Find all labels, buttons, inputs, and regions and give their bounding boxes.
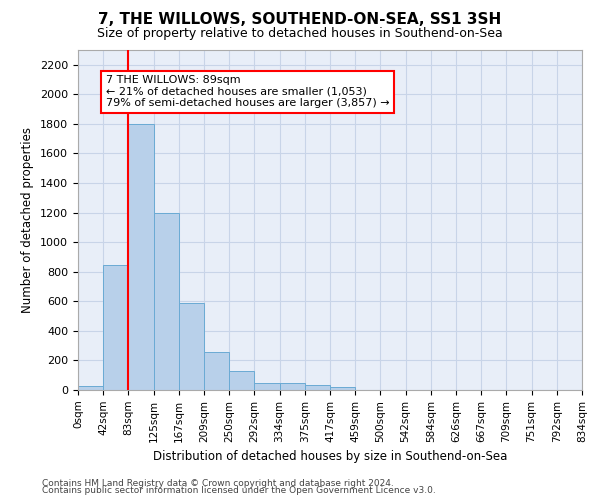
Bar bbox=[204, 352, 229, 390]
Bar bbox=[305, 386, 330, 390]
Bar bbox=[280, 384, 305, 390]
Y-axis label: Number of detached properties: Number of detached properties bbox=[22, 127, 34, 313]
Bar bbox=[103, 265, 128, 390]
Bar bbox=[78, 386, 103, 390]
Bar bbox=[330, 388, 355, 390]
Text: Contains public sector information licensed under the Open Government Licence v3: Contains public sector information licen… bbox=[42, 486, 436, 495]
Text: Contains HM Land Registry data © Crown copyright and database right 2024.: Contains HM Land Registry data © Crown c… bbox=[42, 478, 394, 488]
Text: 7, THE WILLOWS, SOUTHEND-ON-SEA, SS1 3SH: 7, THE WILLOWS, SOUTHEND-ON-SEA, SS1 3SH bbox=[98, 12, 502, 28]
Text: Size of property relative to detached houses in Southend-on-Sea: Size of property relative to detached ho… bbox=[97, 28, 503, 40]
Bar bbox=[229, 371, 254, 390]
Text: 7 THE WILLOWS: 89sqm
← 21% of detached houses are smaller (1,053)
79% of semi-de: 7 THE WILLOWS: 89sqm ← 21% of detached h… bbox=[106, 75, 389, 108]
Bar bbox=[254, 382, 280, 390]
X-axis label: Distribution of detached houses by size in Southend-on-Sea: Distribution of detached houses by size … bbox=[153, 450, 507, 463]
Bar bbox=[179, 303, 204, 390]
Bar bbox=[154, 212, 179, 390]
Bar bbox=[128, 124, 154, 390]
